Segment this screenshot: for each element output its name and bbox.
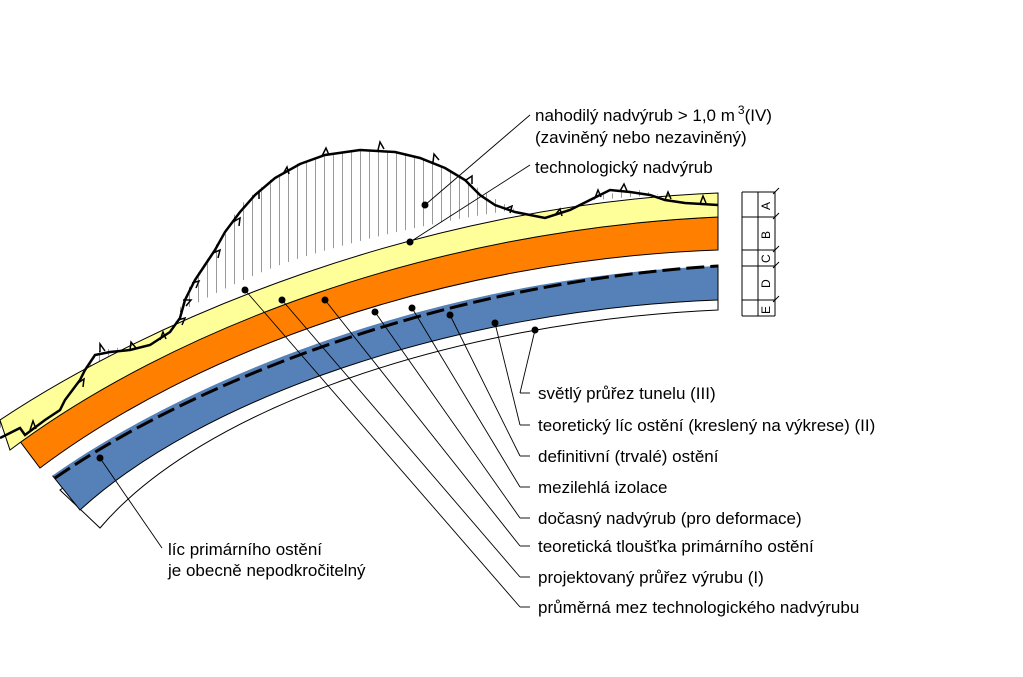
legend-letter-d: D [759,279,773,288]
layer-thickness-legend [741,187,780,317]
label-temporary-overbreak: dočasný nadvýrub (pro deformace) [538,509,802,528]
theoretical-lining-dashed-line [54,264,719,480]
label-random-overbreak: nahodilý nadvýrub > 1,0 m 3(IV) [535,103,772,125]
legend-letter-c: C [759,254,773,263]
label-definitive-lining: definitivní (trvalé) ostění [538,447,719,466]
legend-letter-e: E [759,306,773,314]
leader-dots [96,201,539,462]
label-designed-excavation: projektovaný průřez výrubu (I) [538,568,764,587]
legend-letter-a: A [759,202,773,210]
label-theoretical-lining-face: teoretický líc ostění (kreslený na výkre… [538,416,875,435]
leader-lines [99,114,536,608]
rough-profile-teeth [29,140,707,431]
label-primary-lining-face-line1: líc primárního ostění [168,540,322,559]
label-intermediate-insulation: mezilehlá izolace [538,478,667,497]
label-primary-lining-face-line2: je obecně nepodkročitelný [167,561,366,580]
label-technological-overbreak: technologický nadvýrub [535,158,713,177]
legend-letter-b: B [759,231,773,239]
band-yellow-technological [0,192,719,451]
label-clear-profile: světlý průřez tunelu (III) [538,384,716,403]
label-primary-lining-thickness: teoretická tloušťka primárního ostění [538,537,814,556]
layer-legend-letters: A B C D E [759,202,773,314]
label-random-overbreak-note: (zaviněný nebo nezaviněný) [535,128,747,147]
label-average-technological-limit: průměrná mez technologického nadvýrubu [538,598,859,617]
